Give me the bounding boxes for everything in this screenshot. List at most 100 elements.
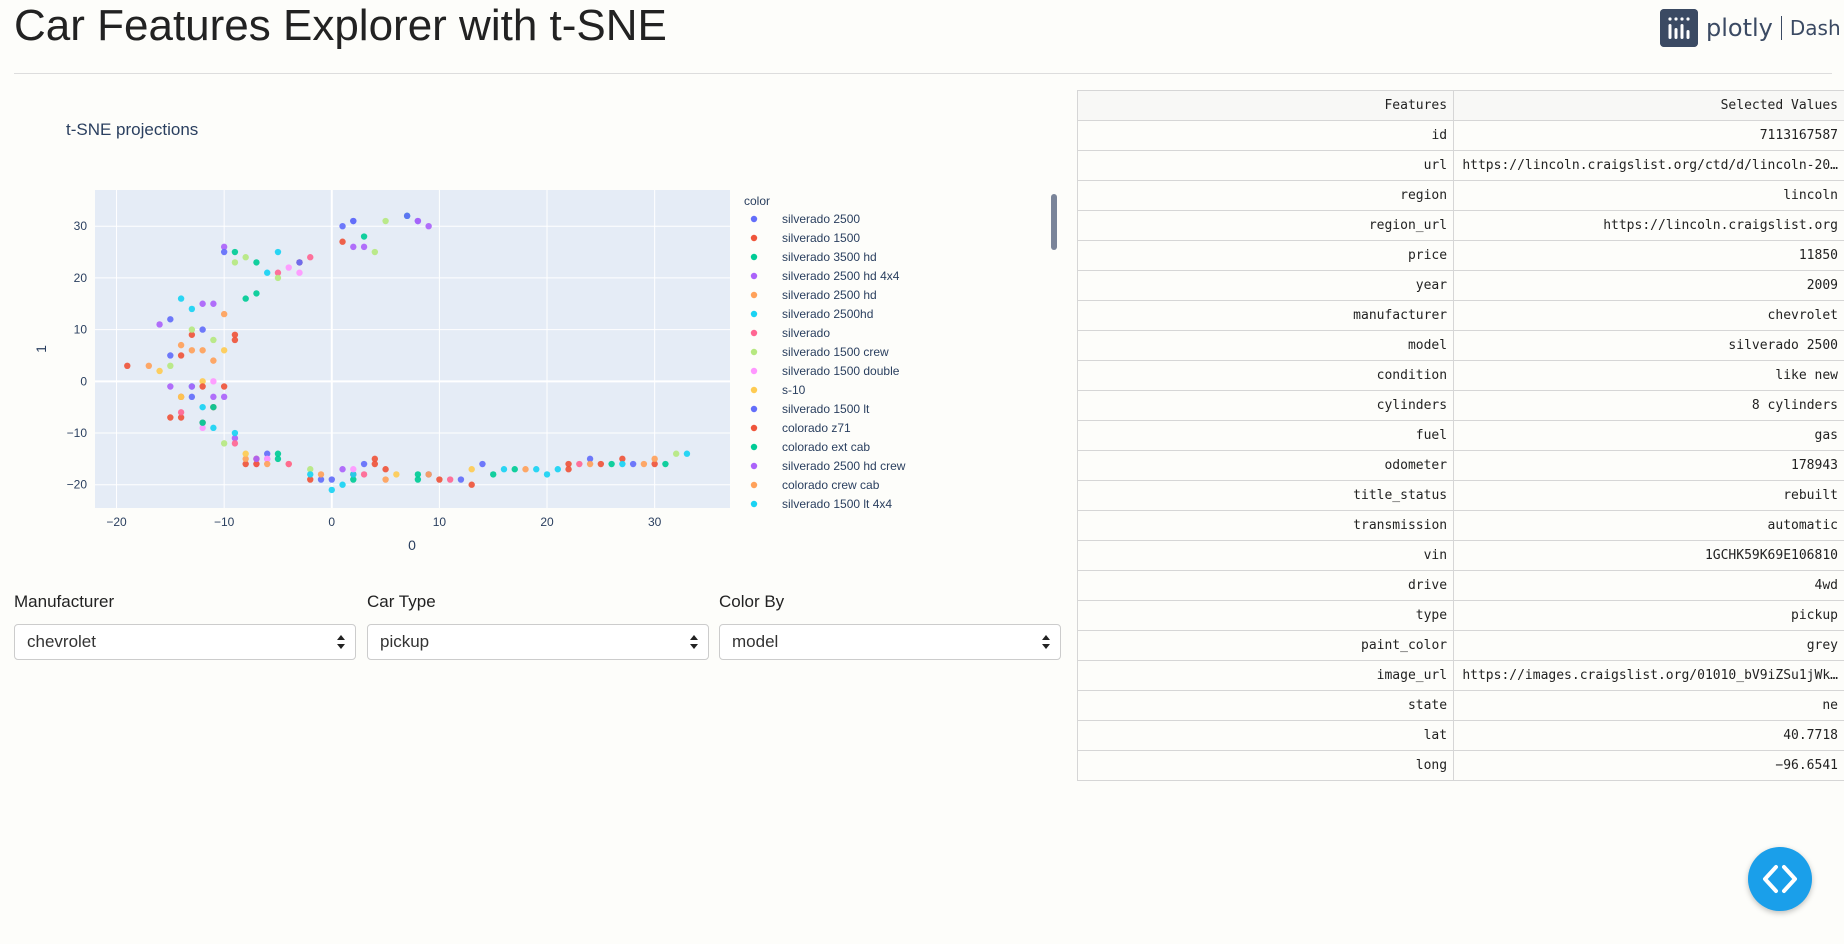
data-point[interactable] — [307, 471, 314, 478]
legend-item[interactable]: silverado 1500 lt 4x4 — [750, 497, 893, 511]
data-point[interactable] — [511, 466, 518, 473]
data-point[interactable] — [586, 455, 594, 463]
feature-cell[interactable]: transmission — [1076, 510, 1455, 541]
data-point[interactable] — [360, 471, 368, 478]
data-point[interactable] — [188, 383, 196, 390]
feature-cell[interactable]: title_status — [1076, 480, 1455, 511]
feature-cell[interactable]: price — [1076, 240, 1455, 271]
data-point[interactable] — [210, 393, 217, 401]
feature-cell[interactable]: image_url — [1076, 660, 1455, 691]
table-row[interactable]: lat 40.7718 — [1076, 720, 1844, 751]
legend-item[interactable]: silverado 3500 hd — [750, 250, 877, 264]
data-point[interactable] — [360, 243, 368, 251]
data-point[interactable] — [672, 450, 680, 457]
legend-item[interactable]: colorado ext cab — [750, 440, 871, 454]
data-point[interactable] — [253, 259, 260, 266]
legend-item[interactable]: colorado z71 — [750, 421, 851, 435]
feature-cell[interactable]: drive — [1076, 570, 1455, 601]
data-point[interactable] — [156, 321, 163, 328]
value-cell[interactable]: https://lincoln.craigslist.org/ctd/d/lin… — [1453, 150, 1844, 181]
data-point[interactable] — [328, 486, 335, 494]
table-row[interactable]: model silverado 2500 — [1076, 330, 1844, 361]
data-point[interactable] — [199, 326, 206, 333]
data-point[interactable] — [382, 476, 389, 483]
legend-item[interactable]: silverado 2500 hd 4x4 — [750, 269, 900, 283]
value-cell[interactable]: 40.7718 — [1453, 720, 1844, 751]
data-point[interactable] — [199, 419, 206, 426]
data-point[interactable] — [328, 476, 335, 483]
table-row[interactable]: type pickup — [1076, 600, 1844, 631]
value-cell[interactable]: 7113167587 — [1453, 120, 1844, 151]
table-row[interactable]: url https://lincoln.craigslist.org/ctd/d/… — [1076, 150, 1844, 181]
data-point[interactable] — [167, 316, 174, 323]
data-point[interactable] — [177, 352, 185, 359]
data-point[interactable] — [253, 290, 260, 297]
data-point[interactable] — [274, 269, 282, 276]
data-point[interactable] — [296, 259, 303, 266]
data-point[interactable] — [371, 248, 379, 256]
value-cell[interactable]: lincoln — [1453, 180, 1844, 211]
data-point[interactable] — [145, 362, 153, 370]
data-point[interactable] — [199, 378, 206, 385]
table-row[interactable]: transmission automatic — [1076, 510, 1844, 541]
data-point[interactable] — [608, 460, 615, 468]
feature-cell[interactable]: state — [1076, 690, 1455, 721]
data-point[interactable] — [414, 217, 422, 225]
data-point[interactable] — [597, 460, 605, 468]
car-type-select[interactable]: pickup — [367, 624, 709, 660]
data-point[interactable] — [554, 466, 561, 473]
data-point[interactable] — [651, 460, 658, 468]
code-toggle-button[interactable] — [1748, 847, 1812, 911]
legend-item[interactable]: s-10 — [750, 383, 806, 397]
value-cell[interactable]: chevrolet — [1453, 300, 1844, 331]
data-point[interactable] — [177, 295, 185, 302]
data-point[interactable] — [382, 466, 389, 473]
data-point[interactable] — [350, 476, 357, 483]
feature-cell[interactable]: url — [1076, 150, 1455, 181]
value-cell[interactable]: 11850 — [1453, 240, 1844, 271]
feature-cell[interactable]: year — [1076, 270, 1455, 301]
value-cell[interactable]: 1GCHK59K69E106810 — [1453, 540, 1844, 571]
data-point[interactable] — [199, 347, 206, 354]
data-point[interactable] — [307, 476, 314, 483]
data-point[interactable] — [177, 393, 185, 401]
data-point[interactable] — [317, 471, 325, 478]
table-row[interactable]: year 2009 — [1076, 270, 1844, 301]
data-point[interactable] — [231, 434, 239, 442]
value-cell[interactable]: https://lincoln.craigslist.org — [1453, 210, 1844, 241]
value-cell[interactable]: ne — [1453, 690, 1844, 721]
data-point[interactable] — [403, 212, 411, 220]
data-point[interactable] — [651, 455, 658, 463]
data-point[interactable] — [339, 222, 346, 230]
feature-cell[interactable]: paint_color — [1076, 630, 1455, 661]
data-point[interactable] — [436, 476, 443, 483]
data-point[interactable] — [242, 295, 249, 302]
data-point[interactable] — [220, 243, 228, 251]
data-point[interactable] — [565, 466, 572, 473]
data-point[interactable] — [188, 305, 196, 313]
feature-cell[interactable]: condition — [1076, 360, 1455, 391]
data-point[interactable] — [350, 466, 357, 473]
table-row[interactable]: region_url https://lincoln.craigslist.org — [1076, 210, 1844, 241]
table-row[interactable]: fuel gas — [1076, 420, 1844, 451]
data-point[interactable] — [210, 300, 217, 307]
value-cell[interactable]: https://images.craigslist.org/01010_bV9i… — [1453, 660, 1844, 691]
data-point[interactable] — [199, 383, 206, 390]
data-point[interactable] — [360, 460, 368, 468]
value-cell[interactable]: rebuilt — [1453, 480, 1844, 511]
feature-cell[interactable]: fuel — [1076, 420, 1455, 451]
data-point[interactable] — [177, 341, 185, 349]
data-point[interactable] — [339, 481, 346, 488]
legend-item[interactable]: silverado 1500 double — [750, 364, 900, 378]
value-cell[interactable]: 2009 — [1453, 270, 1844, 301]
data-point[interactable] — [124, 362, 131, 370]
data-point[interactable] — [210, 336, 217, 344]
value-cell[interactable]: 4wd — [1453, 570, 1844, 601]
data-point[interactable] — [468, 481, 475, 488]
data-point[interactable] — [199, 403, 206, 411]
data-point[interactable] — [619, 455, 626, 463]
data-point[interactable] — [220, 310, 228, 318]
value-cell[interactable]: 178943 — [1453, 450, 1844, 481]
data-point[interactable] — [242, 450, 249, 457]
data-point[interactable] — [360, 233, 368, 240]
